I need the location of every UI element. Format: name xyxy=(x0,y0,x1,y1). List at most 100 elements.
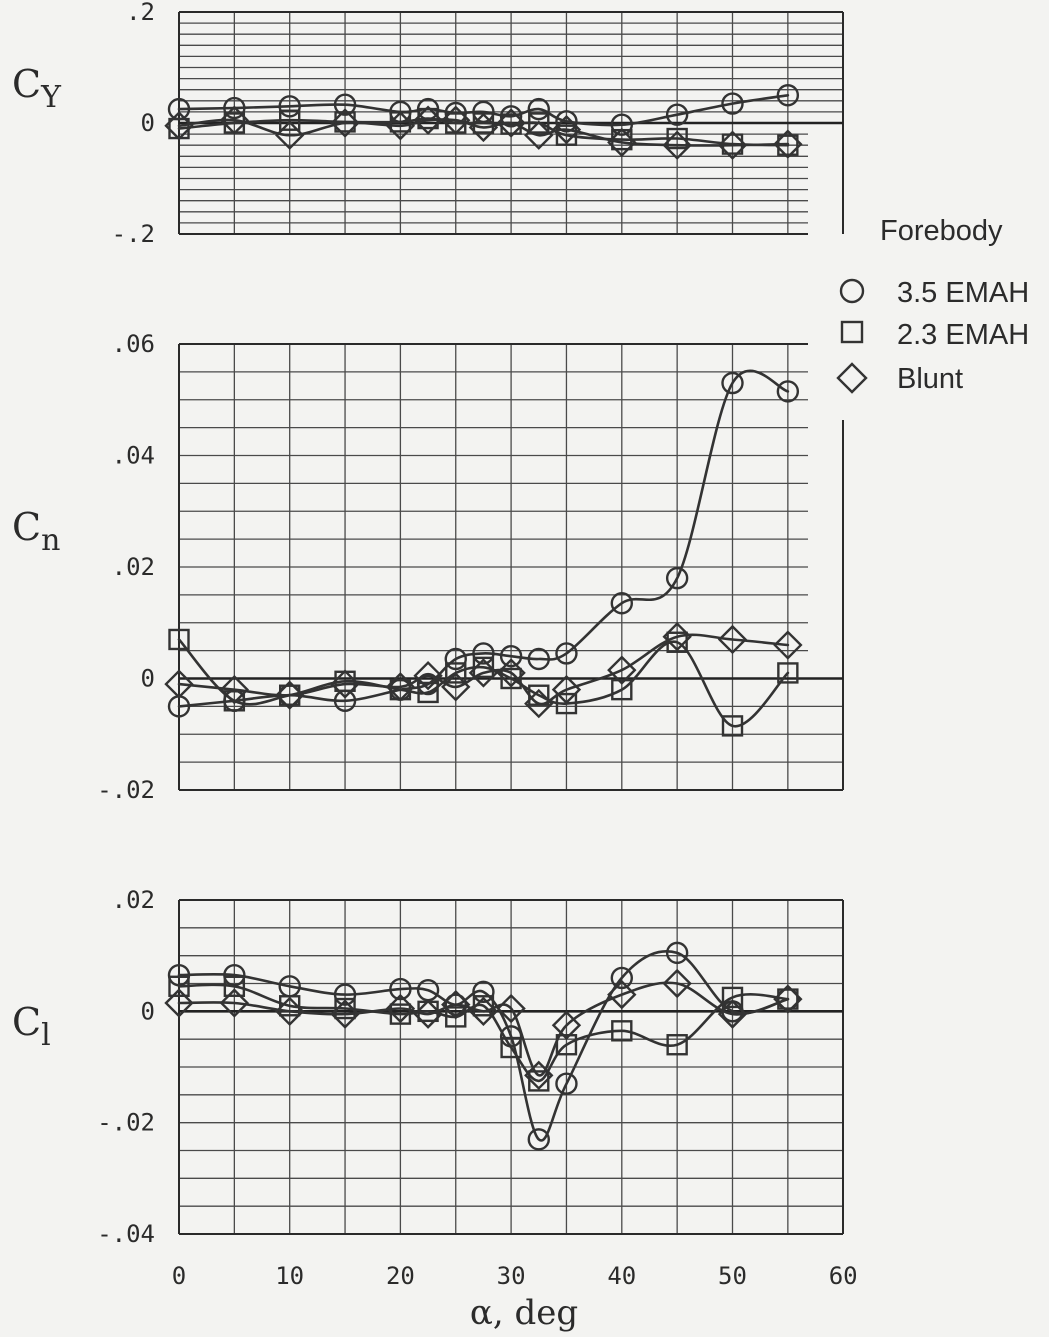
data-point-diamond xyxy=(551,114,582,145)
data-point-square xyxy=(472,995,495,1017)
y-axis-label: Cl xyxy=(12,1000,51,1053)
y-tick-label: -.2 xyxy=(112,220,155,248)
y-tick-label: -.02 xyxy=(97,1109,155,1137)
panel-1: .2 0 -.2 CY xyxy=(12,0,844,248)
data-point-square xyxy=(500,1036,522,1059)
data-point-circle xyxy=(278,95,301,118)
data-point-diamond xyxy=(468,658,499,688)
data-point-diamond xyxy=(717,999,748,1029)
data-point-diamond xyxy=(468,996,499,1027)
data-point-diamond xyxy=(524,688,554,719)
data-point-circle xyxy=(527,647,550,671)
x-axis-label: α, deg xyxy=(470,1293,578,1333)
data-point-diamond xyxy=(773,630,803,660)
series-line xyxy=(177,633,790,706)
data-point-diamond xyxy=(413,661,443,691)
data-point-diamond xyxy=(275,996,305,1027)
data-point-circle xyxy=(333,93,357,116)
data-point-circle xyxy=(721,371,744,395)
data-point-circle xyxy=(527,97,550,121)
data-point-square xyxy=(555,124,578,146)
data-point-circle xyxy=(389,977,412,1001)
y-axis-label: CY xyxy=(12,62,62,115)
data-point-square xyxy=(168,975,190,997)
data-point-diamond xyxy=(275,680,305,710)
data-point-diamond xyxy=(607,979,637,1010)
data-point-square xyxy=(223,690,246,712)
series-3.5-emah xyxy=(167,369,800,718)
data-point-square xyxy=(666,631,688,653)
y-tick-label: 0 xyxy=(141,665,155,693)
y-tick-label: .02 xyxy=(112,886,155,914)
data-point-diamond xyxy=(773,984,803,1014)
data-point-circle xyxy=(444,993,467,1016)
data-point-diamond xyxy=(413,999,443,1029)
data-point-circle xyxy=(527,1128,550,1151)
data-point-diamond xyxy=(441,989,471,1020)
data-point-circle xyxy=(472,642,495,665)
data-point-diamond xyxy=(662,621,692,652)
data-point-square xyxy=(389,1003,412,1025)
series-line xyxy=(177,949,790,1142)
data-point-square xyxy=(528,112,550,134)
y-tick-label: -.02 xyxy=(97,776,155,804)
data-point-square xyxy=(417,681,439,704)
data-point-square xyxy=(555,1034,578,1056)
y-tick-label: .02 xyxy=(112,553,155,581)
x-tick-label: 40 xyxy=(607,1262,636,1290)
legend: Forebody 3.5 EMAH 2.3 EMAH Blunt xyxy=(836,215,1029,395)
series-line xyxy=(177,117,790,147)
data-point-diamond xyxy=(717,130,748,160)
x-tick-label: 0 xyxy=(172,1262,186,1290)
legend-item-3.5-emah: 3.5 EMAH xyxy=(839,277,1029,309)
data-point-circle xyxy=(610,592,633,615)
data-point-diamond xyxy=(164,111,194,141)
series-line xyxy=(177,94,790,127)
data-point-diamond xyxy=(773,129,803,159)
data-point-circle xyxy=(665,941,689,965)
legend-item-2.3-emah: 2.3 EMAH xyxy=(840,319,1029,351)
data-point-diamond xyxy=(164,988,194,1018)
y-tick-label: 0 xyxy=(141,997,155,1025)
data-point-diamond xyxy=(441,105,471,135)
data-point-square xyxy=(223,975,246,997)
data-point-circle xyxy=(333,983,357,1006)
y-tick-label: 0 xyxy=(141,109,155,137)
series-blunt xyxy=(164,621,803,719)
legend-circle-marker xyxy=(839,278,865,304)
data-point-circle xyxy=(665,566,689,590)
data-point-circle xyxy=(776,84,800,107)
data-point-square xyxy=(445,662,467,684)
x-tick-label: 30 xyxy=(497,1262,526,1290)
data-point-square xyxy=(777,988,799,1010)
data-point-diamond xyxy=(496,658,526,688)
data-point-diamond xyxy=(385,672,416,702)
data-point-diamond xyxy=(496,993,526,1024)
x-tick-label: 10 xyxy=(275,1262,304,1290)
legend-square-marker xyxy=(840,320,864,344)
series-2.3-emah xyxy=(168,628,799,737)
data-point-diamond xyxy=(607,655,637,685)
data-point-circle xyxy=(610,113,633,136)
x-tick-label: 50 xyxy=(718,1262,747,1290)
data-point-diamond xyxy=(219,674,250,705)
data-point-circle xyxy=(721,92,744,115)
series-blunt xyxy=(164,105,803,160)
series-3.5-emah xyxy=(167,941,800,1151)
data-point-diamond xyxy=(607,127,637,158)
data-point-diamond xyxy=(551,1010,582,1040)
y-tick-label: .04 xyxy=(112,442,155,470)
data-point-square xyxy=(721,986,744,1009)
data-point-diamond xyxy=(496,108,526,138)
data-point-diamond xyxy=(385,993,416,1024)
y-tick-label: -.04 xyxy=(97,1220,155,1248)
data-point-circle xyxy=(555,1072,578,1095)
data-point-square xyxy=(666,1034,688,1056)
data-point-square xyxy=(528,1070,550,1092)
series-2.3-emah xyxy=(168,975,799,1092)
data-point-circle xyxy=(555,642,578,665)
data-point-diamond xyxy=(413,105,443,135)
data-point-diamond xyxy=(524,120,554,150)
data-point-diamond xyxy=(385,111,416,141)
